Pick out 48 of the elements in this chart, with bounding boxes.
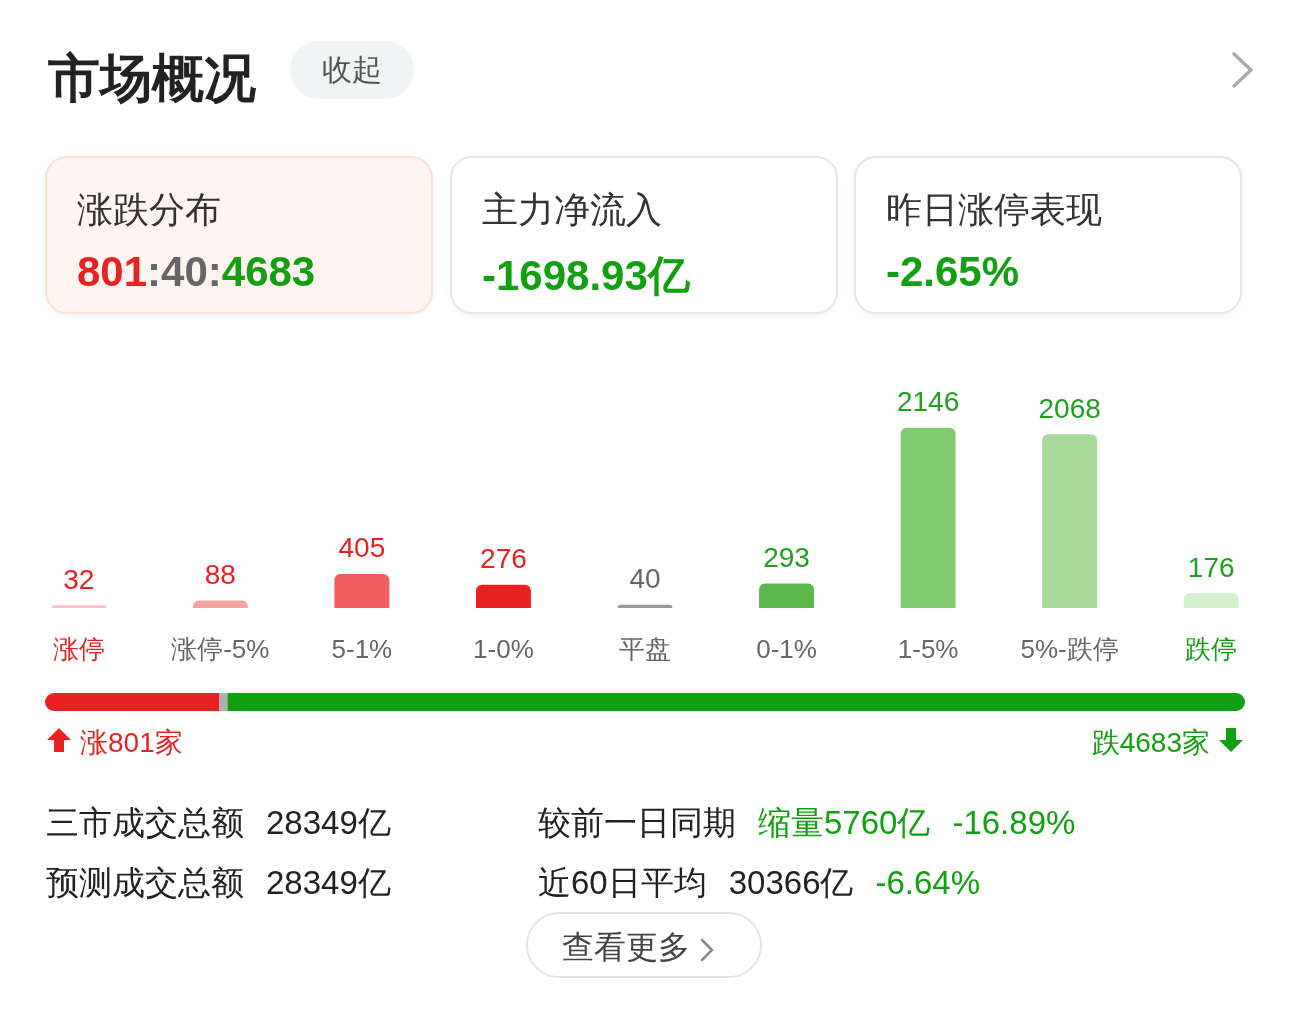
text: 30366亿 [728,864,854,901]
bar [759,583,815,608]
text: -1698.93亿 [482,252,690,299]
data-label: 276 [480,543,527,575]
x-tick-label: 涨停 [52,634,105,664]
x-tick-label: 1-5% [897,634,959,664]
data-label: 88 [204,559,236,591]
x-tick-label: 1-0% [473,634,534,664]
text: 近60日平均 [538,864,707,901]
text: 28349亿 [266,864,391,901]
text: 801:40:4683 [77,248,316,295]
text: 预测成交总额 [46,864,244,901]
x-tick-label: 5%-跌停 [1020,634,1119,664]
bar [192,600,248,608]
text: 较前一日同期 [538,804,736,841]
text: -16.89% [952,804,1076,841]
data-label: 32 [63,563,95,595]
text: 涨801家 [80,726,183,760]
x-tick-label: 0-1% [756,634,817,664]
bar [1042,434,1098,608]
text: 涨跌分布 [77,188,221,232]
data-label: 2068 [1038,392,1101,424]
data-label: 40 [629,563,661,595]
text: 市场概况 [48,48,256,109]
text: 昨日涨停表现 [886,188,1102,232]
text: 查看更多 [526,912,762,978]
text: 28349亿 [266,804,391,841]
x-tick-label: 跌停 [1185,634,1238,664]
text: 主力净流入 [482,188,662,232]
text: -6.64% [875,864,981,901]
text: 缩量5760亿 [758,804,931,841]
bar [900,427,956,608]
x-tick-label: 5-1% [331,634,393,664]
bar [51,605,107,608]
text: -2.65% [886,248,1020,295]
data-label: 293 [763,541,810,573]
x-tick-label: 涨停-5% [171,634,270,664]
data-label: 2146 [896,386,960,418]
data-label: 176 [1187,551,1235,583]
bar [334,573,390,608]
text: 三市成交总额 [46,804,244,841]
text: 收起 [290,41,414,99]
bar [617,604,673,608]
bar [1183,593,1239,608]
x-tick-label: 平盘 [619,634,671,664]
data-label: 405 [338,532,386,564]
bar [475,584,531,608]
text: 跌4683家 [1091,726,1210,760]
